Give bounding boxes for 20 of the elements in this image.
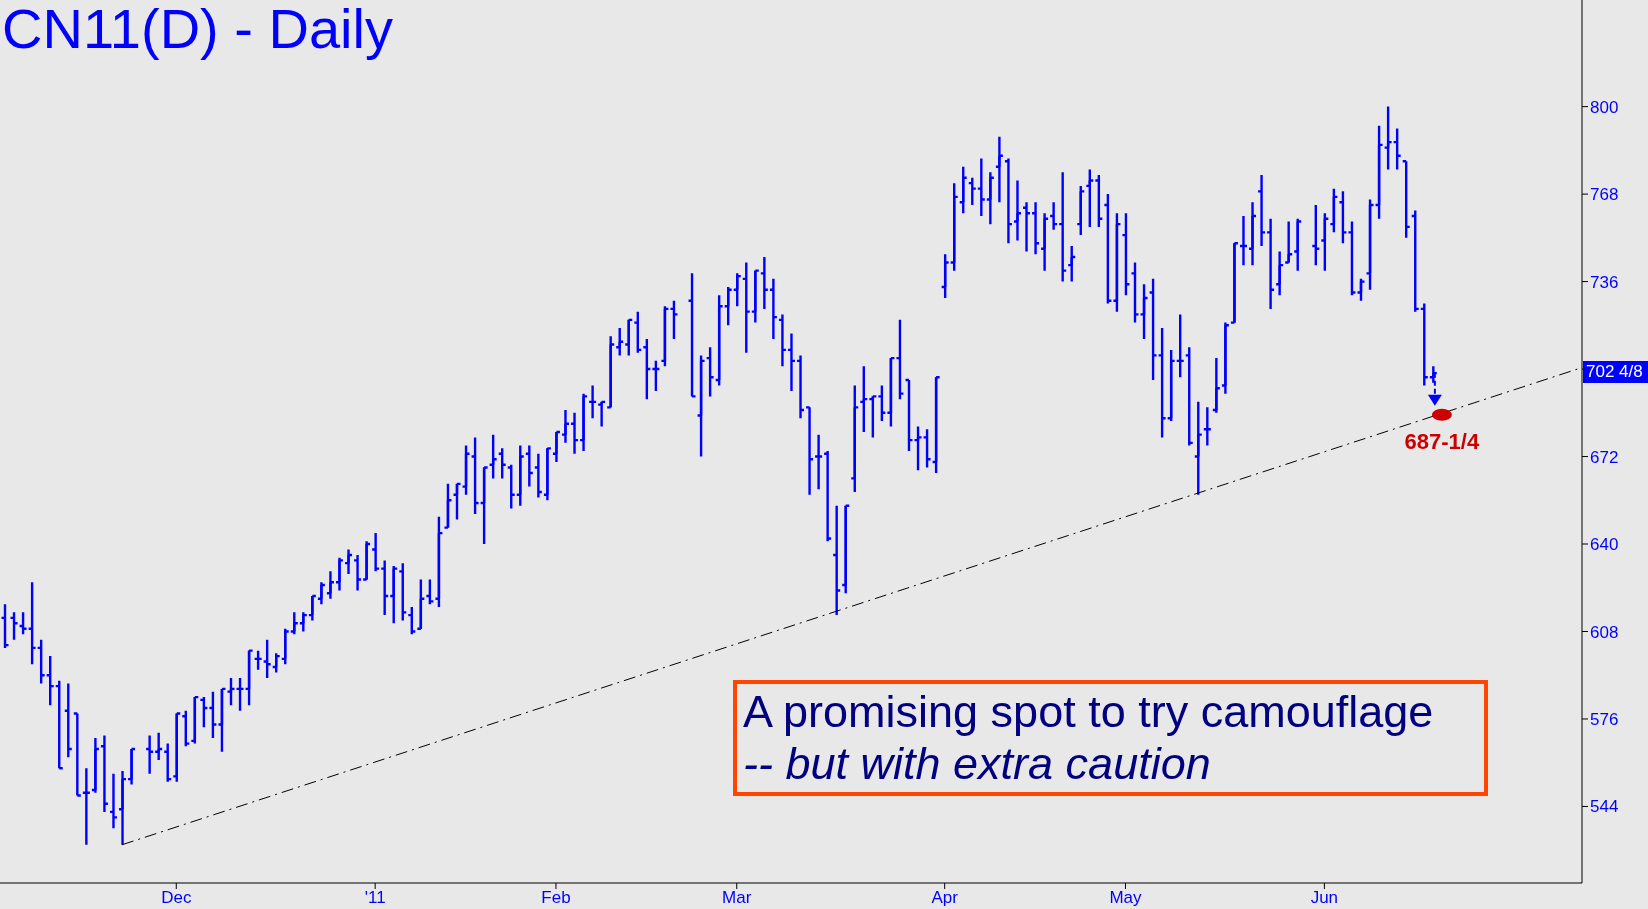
annotation: A promising spot to try camouflage [743, 686, 1435, 738]
x-tick-label: Feb [541, 888, 571, 907]
x-tick-label: Mar [722, 888, 752, 907]
text: 702 4/8 [1583, 361, 1648, 384]
x-tick-label: '11 [364, 888, 386, 907]
y-tick-label: 544 [1590, 797, 1619, 817]
y-tick-label: 768 [1590, 185, 1619, 205]
x-tick-label: Jun [1310, 888, 1339, 907]
y-tick-label: 672 [1590, 447, 1619, 467]
y-tick-label: 608 [1590, 622, 1619, 642]
x-tick-label: Dec [161, 888, 192, 907]
y-tick-label: 576 [1590, 710, 1619, 730]
x-tick-label: Apr [931, 888, 959, 907]
y-tick-label: 736 [1590, 272, 1619, 292]
annotation: -- but with extra caution [743, 738, 1212, 790]
x-tick-label: May [1109, 888, 1143, 907]
y-tick-label: 800 [1590, 97, 1619, 117]
data-label: 687-1/4 [1404, 428, 1480, 454]
chart-title: CN11(D) - Daily [2, 0, 393, 61]
y-tick-label: 640 [1590, 535, 1619, 555]
